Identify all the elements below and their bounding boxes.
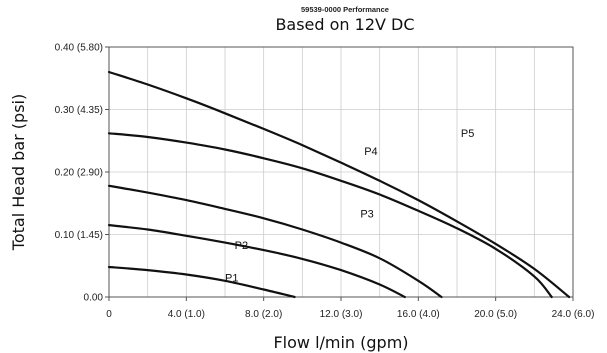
series-lines	[107, 70, 571, 299]
y-tick-label: 0.00	[84, 293, 104, 304]
y-tick-label: 0.10 (1.45)	[55, 230, 103, 241]
series-line-p3	[107, 184, 443, 299]
curve-label-p5: P5	[461, 128, 474, 140]
x-tick-label: 24.0 (6.0)	[552, 309, 595, 320]
curve-label-p4: P4	[364, 146, 377, 158]
y-tick-label: 0.40 (5.80)	[55, 43, 103, 54]
curve-label-p1: P1	[225, 272, 238, 284]
y-axis-title: Total Head bar (psi)	[9, 94, 28, 251]
y-axis-ticks: 0.00 0.10 (1.45) 0.20 (2.90) 0.30 (4.35) 0.4…	[55, 43, 109, 304]
x-tick-label: 8.0 (2.0)	[245, 309, 282, 320]
curve-label-p3: P3	[360, 209, 373, 221]
x-tick-label: 0	[106, 309, 112, 320]
x-tick-label: 4.0 (1.0)	[168, 309, 205, 320]
curve-label-p2: P2	[235, 240, 248, 252]
chart-title: 59539-0000 Performance	[301, 5, 389, 14]
series-line-p1	[107, 265, 296, 299]
y-tick-label: 0.30 (4.35)	[55, 105, 103, 116]
x-tick-label: 20.0 (5.0)	[474, 309, 517, 320]
series-line-p2	[107, 224, 406, 299]
x-tick-label: 16.0 (4.0)	[397, 309, 440, 320]
chart-subtitle: Based on 12V DC	[275, 15, 414, 34]
y-tick-label: 0.20 (2.90)	[55, 168, 103, 179]
series-line-p4	[107, 132, 553, 299]
series-line-p5	[107, 70, 571, 299]
x-tick-label: 12.0 (3.0)	[320, 309, 363, 320]
x-axis-ticks: 0 4.0 (1.0) 8.0 (2.0) 12.0 (3.0) 16.0 (4.0) 2…	[106, 297, 594, 320]
curve-labels: P1 P2 P3 P4 P5	[225, 128, 474, 284]
x-axis-title: Flow l/min (gpm)	[273, 333, 408, 352]
grid-lines	[109, 47, 573, 297]
